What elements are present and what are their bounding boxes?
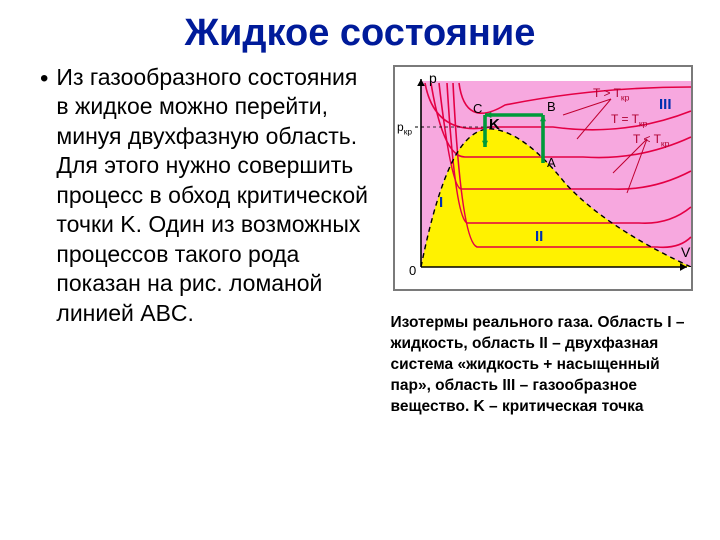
svg-text:III: III (659, 96, 672, 113)
phase-diagram: Vp0pкрKABCIIIIIIT > TкрT = TкрT < Tкр (393, 65, 693, 291)
left-column: • Из газообразного состояния в жидкое мо… (40, 63, 370, 418)
page-title: Жидкое состояние (0, 0, 720, 63)
svg-text:0: 0 (409, 263, 416, 278)
diagram-caption: Изотермы реального газа. Область I – жид… (391, 313, 696, 418)
svg-text:I: I (439, 194, 443, 211)
bullet-dot: • (40, 67, 48, 91)
right-column: Vp0pкрKABCIIIIIIT > TкрT = TкрT < Tкр Из… (382, 63, 704, 418)
svg-text:A: A (547, 155, 556, 170)
svg-text:K: K (489, 116, 500, 133)
svg-text:p: p (429, 70, 437, 86)
svg-text:V: V (681, 244, 691, 260)
svg-text:C: C (473, 101, 482, 116)
svg-text:B: B (547, 99, 556, 114)
svg-text:II: II (535, 228, 543, 245)
svg-text:pкр: pкр (397, 120, 412, 136)
content-row: • Из газообразного состояния в жидкое мо… (0, 63, 720, 418)
body-text: Из газообразного состояния в жидкое можн… (56, 63, 370, 328)
bullet-block: • Из газообразного состояния в жидкое мо… (40, 63, 370, 328)
